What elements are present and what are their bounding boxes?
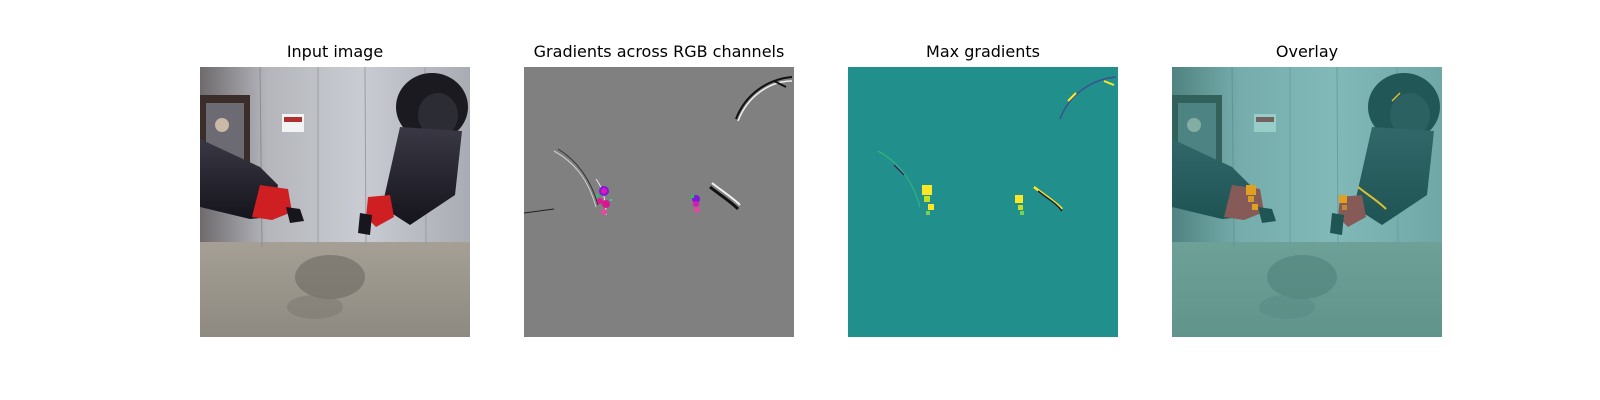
panel-input-image: Input image	[200, 0, 470, 400]
input-image	[200, 67, 470, 337]
max-gradient-map	[848, 67, 1118, 337]
overlay-image	[1172, 67, 1442, 337]
panel-title: Overlay	[1275, 42, 1339, 61]
panel-title: Max gradients	[926, 42, 1040, 61]
panel-title: Input image	[286, 42, 384, 61]
panel-overlay: Overlay	[1172, 0, 1442, 400]
panel-title: Gradients across RGB channels	[533, 42, 785, 61]
panel-max-gradients: Max gradients	[848, 0, 1118, 400]
panel-rgb-gradients: Gradients across RGB channels	[524, 0, 794, 400]
rgb-gradient-map	[524, 67, 794, 337]
